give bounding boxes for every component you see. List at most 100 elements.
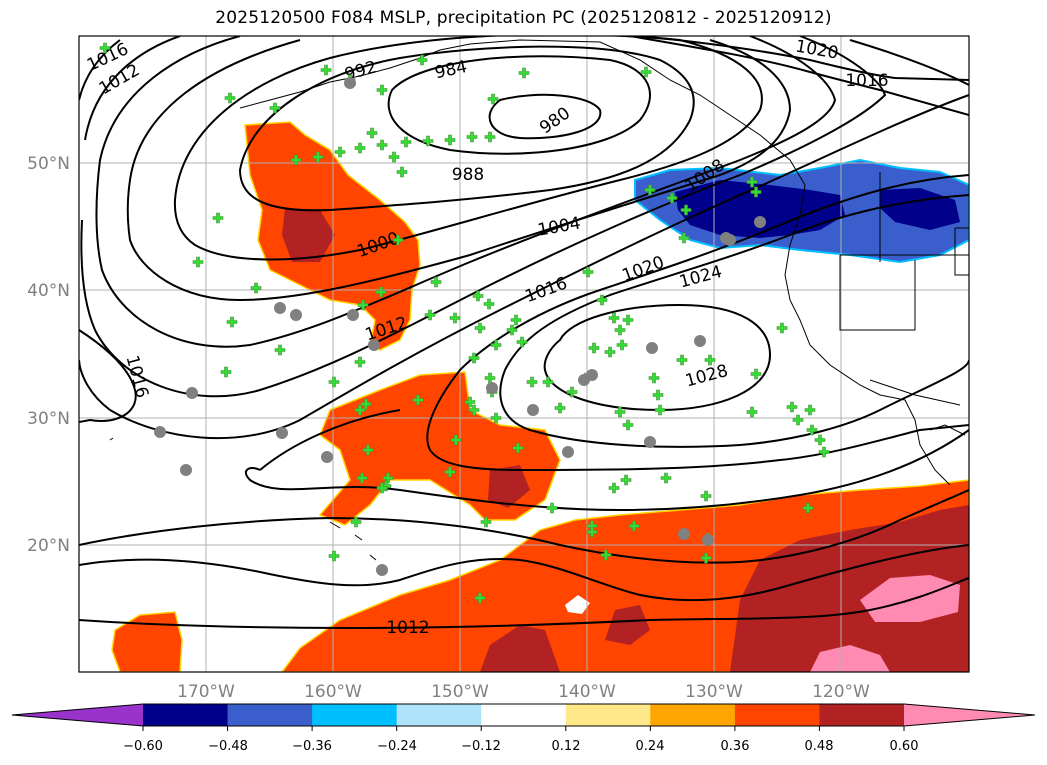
station-circle-marker (678, 528, 690, 540)
colorbar-tick-labels: −0.60 −0.48 −0.36 −0.24 −0.12 0.12 0.24 … (123, 739, 918, 754)
station-circle-marker (754, 216, 766, 228)
lat-label-20n: 20°N (27, 536, 70, 556)
station-circle-marker (368, 339, 380, 351)
station-circle-marker (720, 232, 732, 244)
station-plus-marker (430, 276, 442, 288)
station-plus-marker (290, 154, 302, 166)
station-plus-marker (396, 166, 408, 178)
isobar-label: 1016 (122, 353, 153, 400)
station-plus-marker (320, 64, 332, 76)
colorbar (11, 703, 1036, 731)
station-plus-marker (400, 136, 412, 148)
colorbar-tick-label: −0.12 (461, 739, 501, 754)
station-circle-marker (274, 302, 286, 314)
station-plus-marker (99, 42, 111, 54)
station-plus-marker (616, 339, 628, 351)
colorbar-tick-label: −0.24 (377, 739, 417, 754)
station-plus-marker (226, 316, 238, 328)
station-circle-marker (527, 404, 539, 416)
colorbar-swatch (650, 704, 736, 726)
station-plus-marker (614, 324, 626, 336)
station-plus-marker (468, 352, 480, 364)
station-circle-marker (180, 464, 192, 476)
station-plus-marker (506, 324, 518, 336)
station-plus-marker (806, 424, 818, 436)
lon-label-140w: 140°W (558, 682, 616, 702)
lon-label-170w: 170°W (177, 682, 235, 702)
station-plus-marker (464, 396, 476, 408)
station-plus-marker (546, 502, 558, 514)
station-plus-marker (750, 186, 762, 198)
station-plus-marker (516, 336, 528, 348)
station-plus-marker (518, 67, 530, 79)
station-plus-marker (449, 312, 461, 324)
colorbar-tick-label: 0.12 (552, 739, 581, 754)
station-plus-marker (480, 516, 492, 528)
station-plus-marker (354, 404, 366, 416)
station-plus-marker (582, 266, 594, 278)
station-plus-marker (382, 472, 394, 484)
station-plus-marker (542, 376, 554, 388)
colorbar-tick-label: 0.48 (805, 739, 834, 754)
station-circle-marker (586, 369, 598, 381)
station-plus-marker (224, 92, 236, 104)
colorbar-tick-label: 0.60 (890, 739, 919, 754)
station-plus-marker (490, 412, 502, 424)
isobar-label: 1016 (523, 274, 570, 308)
station-plus-marker (628, 520, 640, 532)
station-plus-marker (640, 66, 652, 78)
station-plus-marker (250, 282, 262, 294)
colorbar-tick-label: −0.48 (208, 739, 248, 754)
station-plus-marker (376, 84, 388, 96)
lat-label-40n: 40°N (27, 281, 70, 301)
station-plus-marker (474, 322, 486, 334)
isobar-label: 1016 (845, 71, 888, 91)
colorbar-tick-label: −0.60 (123, 739, 163, 754)
station-plus-marker (814, 434, 826, 446)
colorbar-swatch (481, 704, 567, 726)
station-plus-marker (792, 414, 804, 426)
station-plus-marker (468, 404, 480, 416)
isobar-label: 1028 (683, 361, 730, 392)
station-circle-marker (694, 335, 706, 347)
station-plus-marker (350, 516, 362, 528)
station-plus-marker (269, 102, 281, 114)
lon-label-160w: 160°W (304, 682, 362, 702)
station-plus-marker (680, 204, 692, 216)
station-plus-marker (334, 146, 346, 158)
isobar-label: 980 (536, 103, 574, 138)
station-plus-marker (220, 366, 232, 378)
station-plus-marker (678, 232, 690, 244)
station-plus-marker (700, 490, 712, 502)
station-plus-marker (776, 322, 788, 334)
station-plus-marker (588, 342, 600, 354)
station-plus-marker (354, 356, 366, 368)
station-plus-marker (510, 314, 522, 326)
isobar-label: 1024 (677, 262, 724, 293)
station-plus-marker (483, 298, 495, 310)
station-plus-marker (444, 134, 456, 146)
station-plus-marker (392, 234, 404, 246)
station-plus-marker (357, 299, 369, 311)
station-plus-marker (596, 294, 608, 306)
station-plus-marker (676, 354, 688, 366)
station-plus-marker (416, 54, 428, 66)
station-plus-marker (614, 406, 626, 418)
station-plus-marker (586, 526, 598, 538)
station-plus-marker (412, 394, 424, 406)
station-plus-marker (746, 176, 758, 188)
station-plus-marker (274, 344, 286, 356)
station-plus-marker (604, 346, 616, 358)
colorbar-tick-label: 0.24 (636, 739, 665, 754)
colorbar-swatch (565, 704, 651, 726)
isobar-label: 988 (452, 165, 484, 185)
station-plus-marker (472, 290, 484, 302)
station-circle-marker (186, 387, 198, 399)
station-plus-marker (376, 139, 388, 151)
station-circle-marker (290, 309, 302, 321)
colorbar-tick-label: 0.36 (721, 739, 750, 754)
isobars (79, 36, 969, 630)
station-plus-marker (375, 286, 387, 298)
graticule (79, 36, 969, 672)
